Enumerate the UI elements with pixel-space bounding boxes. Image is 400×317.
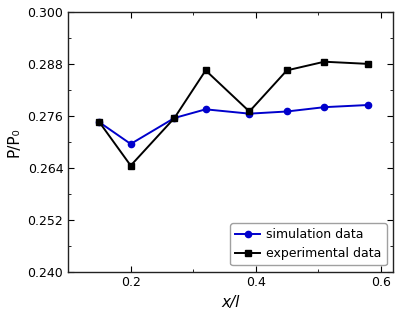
simulation data [97,120,102,124]
simulation data [322,105,327,109]
experimental data [284,68,289,72]
simulation data [172,116,177,120]
experimental data [366,62,370,66]
Line: experimental data: experimental data [96,59,371,169]
simulation data [284,110,289,113]
experimental data [247,110,252,113]
Legend: simulation data, experimental data: simulation data, experimental data [230,223,387,265]
X-axis label: x/l: x/l [222,295,240,310]
simulation data [203,107,208,111]
experimental data [172,116,177,120]
Y-axis label: P/P₀: P/P₀ [7,127,22,157]
experimental data [97,120,102,124]
experimental data [203,68,208,72]
simulation data [128,142,133,146]
Line: simulation data: simulation data [96,102,371,147]
simulation data [366,103,370,107]
experimental data [128,164,133,167]
simulation data [247,112,252,116]
experimental data [322,60,327,64]
